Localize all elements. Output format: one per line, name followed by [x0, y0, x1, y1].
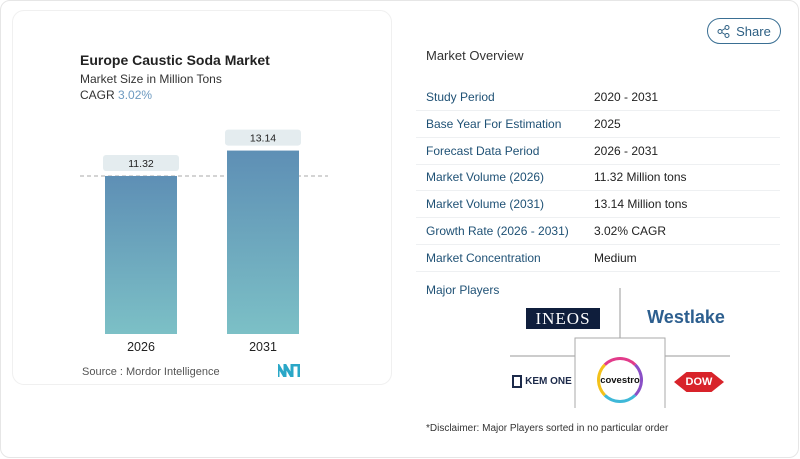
westlake-logo: Westlake: [647, 306, 725, 327]
overview-row: Market Volume (2031) 13.14 Million tons: [416, 191, 780, 219]
cagr-value: 3.02%: [118, 88, 153, 102]
overview-row-value: 2025: [594, 116, 621, 131]
overview-row: Forecast Data Period 2026 - 2031: [416, 138, 780, 165]
ineos-logo: INEOS: [526, 308, 600, 329]
overview-row: Growth Rate (2026 - 2031) 3.02% CAGR: [416, 218, 780, 245]
data-label-bg: [225, 129, 301, 146]
overview-row-value: 2026 - 2031: [594, 143, 659, 158]
overview-row-value: 2020 - 2031: [594, 90, 659, 104]
bar-chart: 11.32 2026 13.14 2031: [80, 129, 328, 354]
covestro-logo: covestro: [597, 357, 643, 403]
mordor-logo-icon: [278, 364, 300, 377]
share-button[interactable]: Share: [707, 18, 781, 44]
x-tick-label: 2031: [249, 340, 277, 354]
overview-row-value: Medium: [594, 250, 637, 265]
overview-row: Base Year For Estimation 2025: [416, 111, 780, 138]
share-label: Share: [736, 23, 771, 39]
dow-logo: DOW: [674, 372, 724, 392]
bar-2026: [105, 175, 177, 334]
bar-2031: [227, 150, 299, 334]
overview-row-label: Market Volume (2031): [426, 197, 545, 212]
data-label: 11.32: [128, 158, 154, 170]
chart-subtitle: Market Size in Million Tons: [80, 72, 222, 86]
overview-row-value: 13.14 Million tons: [594, 197, 688, 212]
overview-row-label: Base Year For Estimation: [426, 116, 562, 131]
overview-row: Market Volume (2026) 11.32 Million tons: [416, 164, 780, 192]
overview-row: Market Concentration Medium: [416, 245, 780, 272]
kemone-logo: KEM ONE: [512, 373, 572, 389]
share-icon: [717, 24, 730, 38]
cagr-label: CAGR: [80, 88, 115, 102]
x-tick-label: 2026: [127, 340, 155, 354]
overview-row-value: 11.32 Million tons: [594, 170, 687, 185]
overview-row-label: Study Period: [426, 90, 495, 104]
chart-source: Source : Mordor Intelligence: [82, 366, 220, 378]
overview-row-label: Growth Rate (2026 - 2031): [426, 224, 569, 238]
overview-row-label: Forecast Data Period: [426, 143, 540, 158]
data-label: 13.14: [250, 133, 276, 145]
overview-row: Study Period 2020 - 2031: [416, 84, 780, 111]
kemone-icon: [512, 374, 523, 388]
chart-card: [12, 10, 392, 385]
disclaimer: *Disclaimer: Major Players sorted in no …: [426, 423, 669, 434]
overview-row-label: Market Concentration: [426, 250, 541, 265]
data-label-bg: [103, 154, 179, 171]
overview-title: Market Overview: [426, 48, 524, 63]
overview-row-value: 3.02% CAGR: [594, 224, 667, 238]
major-players-label: Major Players: [426, 283, 500, 297]
chart-title: Europe Caustic Soda Market: [80, 52, 270, 68]
overview-row-label: Market Volume (2026): [426, 170, 545, 185]
kemone-text: KEM ONE: [525, 375, 572, 387]
cagr: CAGR 3.02%: [80, 88, 152, 102]
